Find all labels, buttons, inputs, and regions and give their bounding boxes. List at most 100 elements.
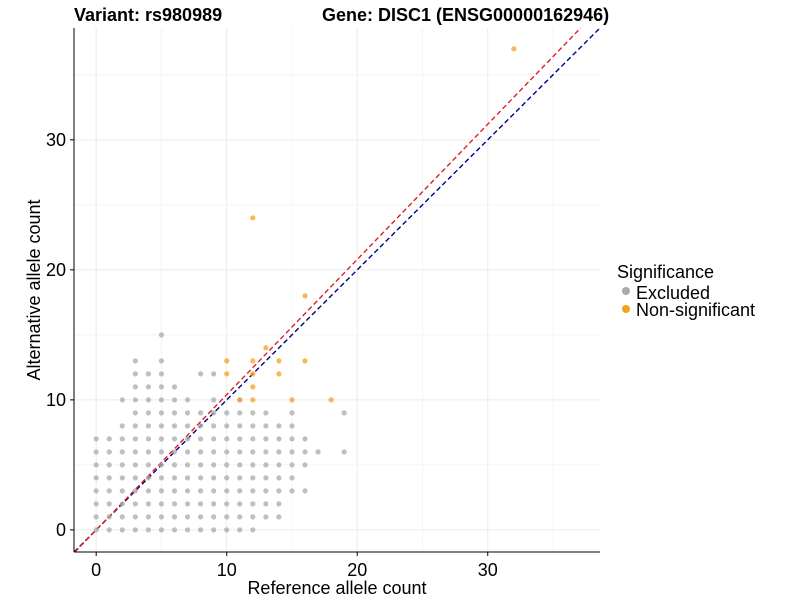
- point-excluded: [132, 423, 138, 429]
- point-excluded: [132, 449, 138, 455]
- point-excluded: [302, 462, 308, 468]
- point-excluded: [289, 475, 295, 481]
- point-excluded: [132, 436, 138, 442]
- reference-lines: [73, 27, 601, 553]
- legend: Significance Excluded Non-significant: [617, 262, 755, 320]
- point-excluded: [250, 410, 256, 416]
- point-excluded: [198, 475, 204, 481]
- point-excluded: [106, 501, 112, 507]
- x-tick-label: 20: [347, 560, 367, 580]
- point-excluded: [289, 436, 295, 442]
- point-excluded: [250, 475, 256, 481]
- point-excluded: [211, 527, 217, 533]
- point-excluded: [93, 462, 99, 468]
- point-excluded: [145, 462, 151, 468]
- point-excluded: [93, 527, 99, 533]
- point-excluded: [145, 488, 151, 494]
- point-non-significant: [250, 397, 256, 403]
- point-excluded: [171, 449, 178, 455]
- point-excluded: [224, 488, 230, 494]
- point-excluded: [263, 501, 269, 507]
- point-excluded: [237, 410, 243, 416]
- point-excluded: [237, 527, 243, 533]
- point-non-significant: [250, 384, 256, 390]
- point-excluded: [224, 449, 230, 455]
- point-excluded: [171, 527, 178, 533]
- axes: [73, 28, 600, 553]
- point-excluded: [250, 488, 256, 494]
- reference-line-0: [73, 27, 601, 553]
- point-excluded: [250, 501, 256, 507]
- point-excluded: [171, 384, 178, 390]
- point-excluded: [289, 449, 295, 455]
- point-excluded: [158, 436, 165, 442]
- point-excluded: [250, 527, 256, 533]
- point-excluded: [119, 436, 125, 442]
- point-excluded: [198, 488, 204, 494]
- point-excluded: [198, 371, 204, 377]
- point-excluded: [237, 501, 243, 507]
- x-axis-title: Reference allele count: [247, 578, 426, 598]
- point-excluded: [171, 423, 178, 429]
- point-excluded: [119, 462, 125, 468]
- legend-title: Significance: [617, 262, 714, 282]
- point-excluded: [145, 527, 151, 533]
- y-tick-label: 30: [46, 130, 66, 150]
- y-tick-label: 10: [46, 390, 66, 410]
- point-excluded: [276, 475, 282, 481]
- point-excluded: [263, 436, 269, 442]
- point-excluded: [224, 514, 230, 520]
- point-excluded: [276, 436, 282, 442]
- point-excluded: [158, 501, 165, 507]
- point-excluded: [276, 488, 282, 494]
- point-excluded: [158, 332, 165, 338]
- point-excluded: [119, 514, 125, 520]
- point-excluded: [211, 514, 217, 520]
- point-excluded: [132, 384, 138, 390]
- point-excluded: [158, 423, 165, 429]
- point-non-significant: [224, 371, 230, 377]
- point-excluded: [145, 423, 151, 429]
- point-non-significant: [250, 215, 256, 221]
- point-excluded: [158, 449, 165, 455]
- point-excluded: [211, 462, 217, 468]
- point-excluded: [224, 462, 230, 468]
- point-excluded: [132, 371, 138, 377]
- point-excluded: [237, 475, 243, 481]
- legend-swatch-excluded: [622, 287, 630, 295]
- point-excluded: [145, 397, 151, 403]
- point-excluded: [263, 423, 269, 429]
- point-excluded: [93, 436, 99, 442]
- point-excluded: [119, 501, 125, 507]
- point-excluded: [263, 475, 269, 481]
- point-excluded: [171, 397, 178, 403]
- point-excluded: [106, 488, 112, 494]
- point-excluded: [211, 423, 217, 429]
- point-excluded: [211, 475, 217, 481]
- point-non-significant: [224, 358, 230, 364]
- point-excluded: [184, 397, 191, 403]
- point-excluded: [211, 501, 217, 507]
- point-excluded: [106, 449, 112, 455]
- point-excluded: [171, 462, 178, 468]
- point-excluded: [184, 449, 191, 455]
- point-excluded: [171, 488, 178, 494]
- point-excluded: [145, 475, 151, 481]
- point-excluded: [184, 475, 191, 481]
- point-excluded: [263, 462, 269, 468]
- point-excluded: [184, 514, 191, 520]
- y-tick-label: 0: [56, 520, 66, 540]
- point-excluded: [184, 410, 191, 416]
- point-excluded: [198, 410, 204, 416]
- point-excluded: [93, 449, 99, 455]
- point-excluded: [289, 488, 295, 494]
- point-excluded: [132, 527, 138, 533]
- point-excluded: [93, 514, 99, 520]
- point-excluded: [224, 423, 230, 429]
- point-excluded: [119, 397, 125, 403]
- point-excluded: [198, 436, 204, 442]
- point-excluded: [184, 462, 191, 468]
- point-excluded: [250, 423, 256, 429]
- point-excluded: [119, 449, 125, 455]
